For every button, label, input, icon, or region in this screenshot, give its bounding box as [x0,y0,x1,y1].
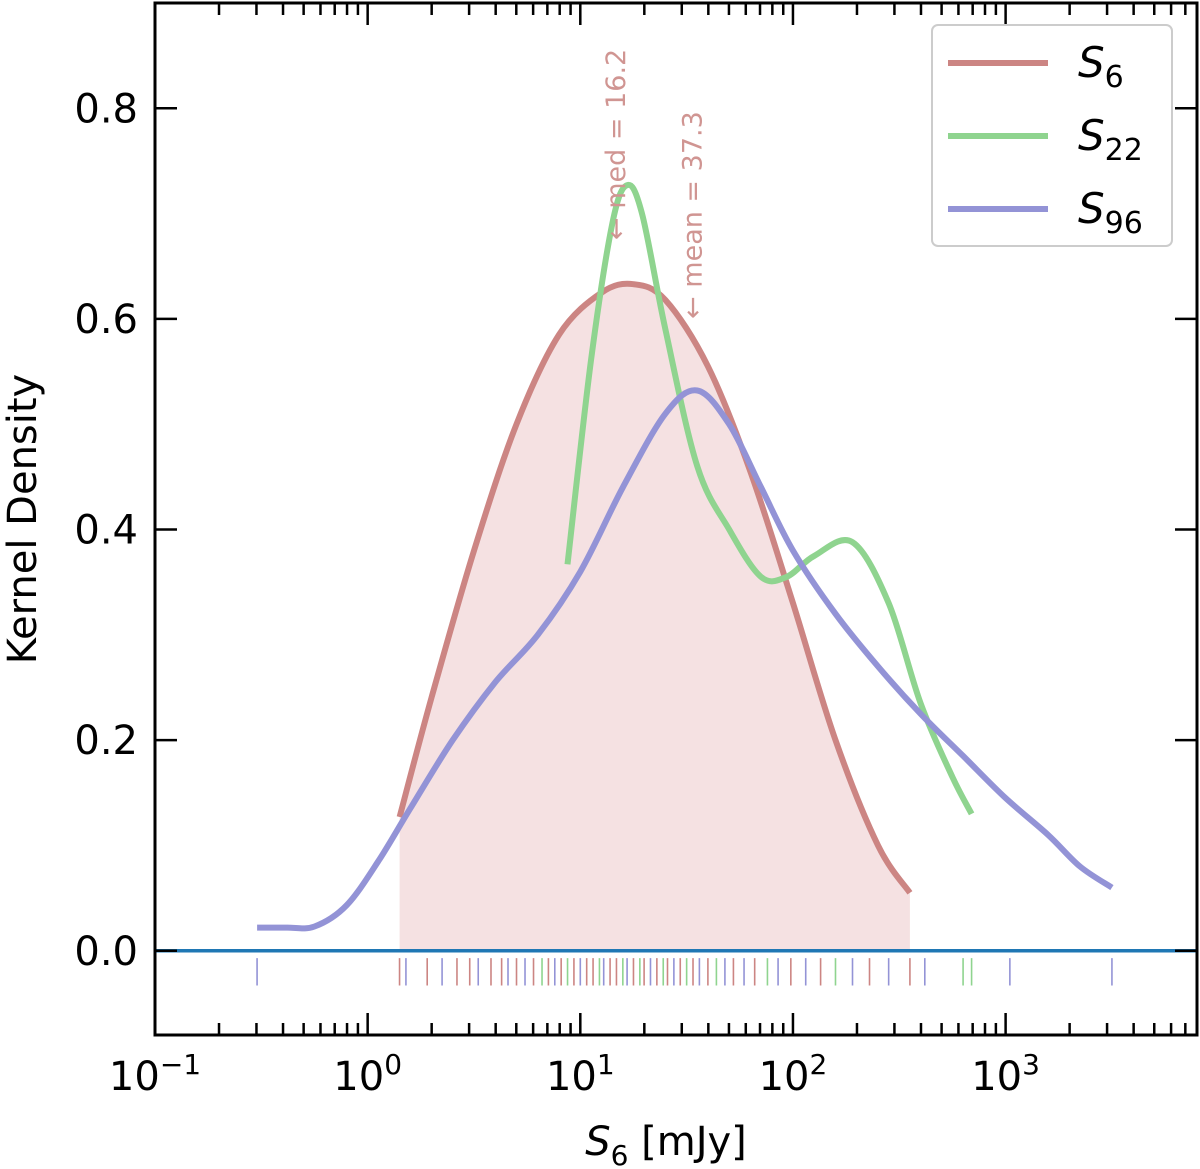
rug-marks [256,958,1113,986]
x-tick-label: 100 [333,1048,402,1100]
annotation-mean: ← mean = 37.3 [678,111,709,319]
series-fill-s6 [399,283,910,951]
y-tick-label: 0.4 [74,508,138,554]
x-tick-label: 101 [546,1048,615,1100]
annotation-median: ← med = 16.2 [601,49,632,240]
y-tick-label: 0.8 [74,86,138,132]
axis-ticks [153,3,1197,1035]
legend-label-s96: S96 [1078,184,1143,241]
x-axis-title: S6 [mJy] [585,1119,747,1169]
axis-titles: S6 [mJy] Kernel Density [0,374,747,1169]
x-tick-label: 10−1 [109,1048,201,1100]
series-line-s6 [396,280,913,895]
y-tick-label: 0.0 [74,929,138,975]
y-axis-title: Kernel Density [0,374,46,664]
annotations: ← med = 16.2 ← mean = 37.3 [601,49,709,319]
legend: S6 S22 S96 [931,24,1173,247]
x-tick-label: 103 [971,1048,1040,1100]
y-tick-label: 0.6 [74,297,138,343]
y-tick-label: 0.2 [74,718,138,764]
fill-layer [399,283,910,951]
plot-frame [153,1,1199,1037]
tick-labels: 10−1 100 101 102 103 0.0 0.2 0.4 0.6 0.8 [74,86,1040,1100]
series-line-s96 [257,387,1114,932]
legend-box [931,24,1173,247]
series-line-s22 [564,181,975,816]
series-lines [257,181,1114,932]
x-tick-label: 102 [759,1048,828,1100]
legend-label-s6: S6 [1078,38,1124,95]
legend-label-s22: S22 [1078,111,1143,168]
